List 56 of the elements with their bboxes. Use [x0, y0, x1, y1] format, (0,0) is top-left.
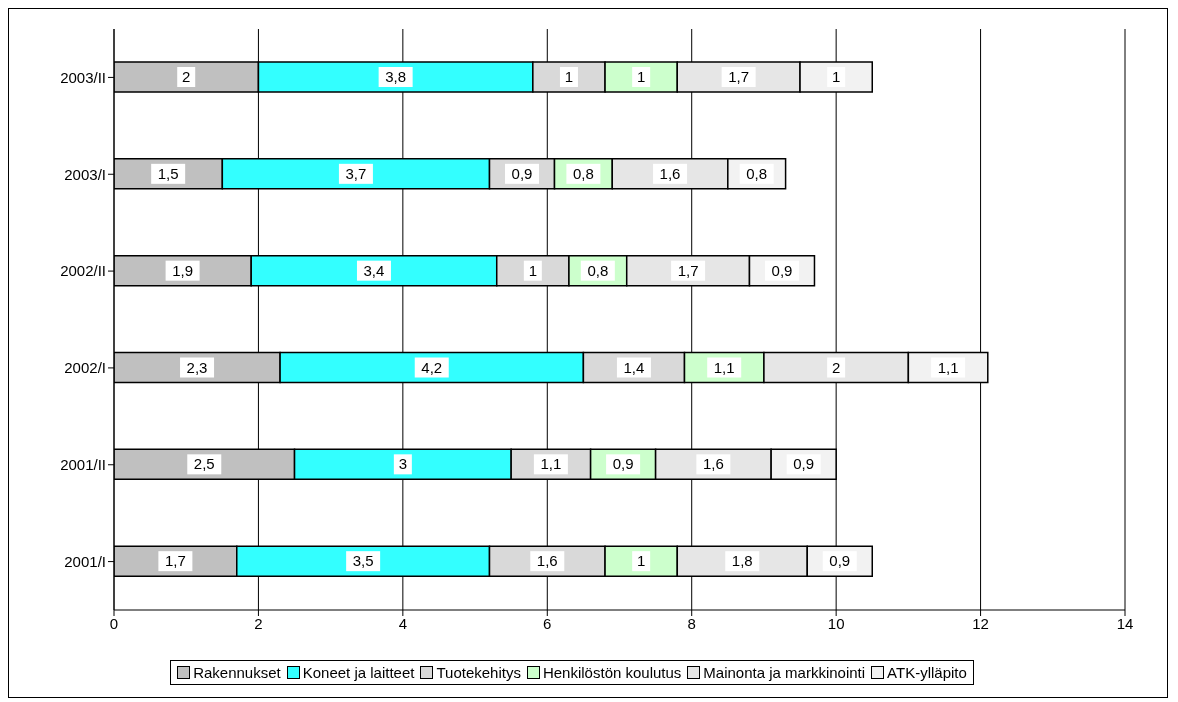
- data-label: 3,8: [385, 68, 407, 85]
- data-label: 1,6: [702, 455, 724, 473]
- data-label: 1,6: [659, 164, 681, 182]
- data-label: 1: [564, 68, 574, 85]
- y-tick-label: 2002/II: [60, 262, 106, 280]
- data-label: 2,5: [193, 455, 215, 473]
- legend-label: Rakennukset: [192, 664, 281, 681]
- data-label: 2: [182, 68, 191, 85]
- data-label: 3,5: [352, 552, 374, 570]
- data-label: 0,9: [511, 164, 533, 182]
- data-label: 0,9: [771, 261, 793, 279]
- x-tick-label: 12: [972, 614, 989, 632]
- data-label: 0,9: [612, 455, 634, 473]
- x-tick-label: 2: [254, 614, 263, 632]
- data-label: 4,2: [421, 358, 443, 376]
- legend-label: ATK-ylläpito: [886, 664, 967, 681]
- legend-label: Henkilöstön koulutus: [541, 664, 682, 681]
- data-label: 0,8: [572, 164, 594, 182]
- legend-label: Tuotekehitys: [435, 664, 521, 681]
- y-tick-label: 2001/II: [60, 456, 106, 474]
- x-tick-label: 8: [687, 614, 696, 632]
- x-tick-label: 14: [1116, 614, 1134, 632]
- legend-label: Mainonta ja markkinointi: [702, 664, 866, 681]
- data-label: 1,7: [164, 552, 186, 570]
- y-tick-label: 2002/I: [64, 359, 106, 377]
- y-tick-label: 2003/II: [60, 68, 106, 86]
- x-tick-label: 4: [398, 614, 408, 632]
- data-label: 1: [831, 68, 841, 85]
- data-label: 0,9: [829, 552, 851, 570]
- data-label: 1,8: [731, 552, 753, 570]
- x-tick-label: 0: [109, 614, 119, 632]
- data-label: 2: [831, 358, 841, 376]
- y-tick-label: 2001/I: [64, 552, 106, 570]
- data-label: 1,5: [157, 164, 179, 182]
- data-label: 1,7: [728, 68, 750, 85]
- data-label: 1,1: [540, 455, 562, 473]
- data-label: 1: [528, 261, 538, 279]
- x-tick-label: 10: [827, 614, 845, 632]
- data-label: 3,7: [345, 164, 367, 182]
- legend-label: Koneet ja laitteet: [301, 664, 415, 681]
- data-label: 1: [636, 552, 646, 570]
- data-label: 3: [398, 455, 408, 473]
- data-label: 1,9: [172, 261, 194, 279]
- data-label: 2,3: [186, 358, 208, 376]
- data-label: 1,1: [713, 358, 735, 376]
- data-label: 0,8: [746, 164, 768, 182]
- y-tick-label: 2003/I: [64, 165, 106, 183]
- data-label: 1: [636, 68, 646, 85]
- data-label: 0,9: [793, 455, 815, 473]
- data-label: 1,6: [536, 552, 558, 570]
- data-label: 0,8: [587, 261, 609, 279]
- data-label: 1,7: [677, 261, 699, 279]
- data-label: 1,1: [937, 358, 959, 376]
- data-label: 3,4: [363, 261, 385, 279]
- x-tick-label: 6: [543, 614, 552, 632]
- data-label: 1,4: [623, 358, 645, 376]
